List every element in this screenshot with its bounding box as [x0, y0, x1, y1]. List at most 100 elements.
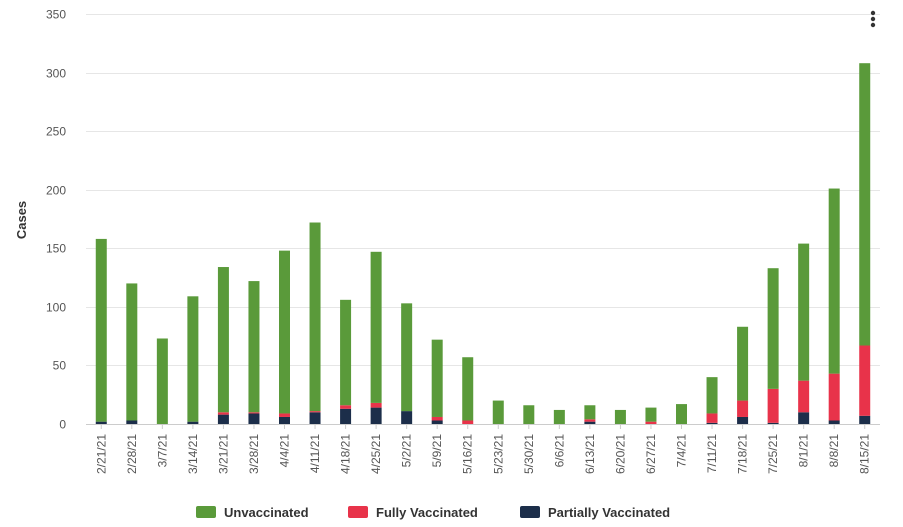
x-tick-label: 3/14/21: [186, 434, 200, 474]
bar-segment-fully-vaccinated[interactable]: [431, 416, 443, 421]
x-tick-label: 6/27/21: [644, 434, 658, 474]
y-axis-ticks: 0 50 100 150 200 250 300 350: [46, 8, 66, 432]
bar-segment-unvaccinated[interactable]: [492, 400, 504, 424]
chart-menu-button[interactable]: [865, 9, 881, 29]
bar-segment-partially-vaccinated[interactable]: [737, 416, 749, 424]
x-tick-label: 5/2/21: [400, 434, 414, 468]
legend-label: Partially Vaccinated: [548, 505, 670, 520]
x-tick-label: 6/20/21: [613, 434, 627, 474]
x-tick-label: 4/11/21: [308, 434, 322, 473]
bar-segment-fully-vaccinated[interactable]: [859, 345, 871, 416]
bar-segment-partially-vaccinated[interactable]: [279, 416, 290, 424]
legend-swatch: [520, 506, 540, 518]
bar-segment-fully-vaccinated[interactable]: [279, 413, 290, 417]
bar-segment-fully-vaccinated[interactable]: [584, 419, 596, 422]
bar-segment-fully-vaccinated[interactable]: [217, 412, 229, 415]
x-tick-label: 4/18/21: [339, 434, 353, 474]
bar-segment-fully-vaccinated[interactable]: [798, 380, 810, 413]
bar-segment-fully-vaccinated[interactable]: [706, 413, 718, 423]
x-tick-label: 6/13/21: [583, 434, 597, 474]
bar-segment-partially-vaccinated[interactable]: [309, 412, 321, 424]
bar-segment-unvaccinated[interactable]: [584, 405, 596, 420]
bar-segment-partially-vaccinated[interactable]: [217, 414, 229, 424]
bar-segment-unvaccinated[interactable]: [340, 299, 352, 406]
legend-swatch: [196, 506, 216, 518]
bar-segment-fully-vaccinated[interactable]: [340, 405, 352, 409]
x-tick-label: 8/1/21: [797, 434, 811, 468]
legend[interactable]: Unvaccinated Fully Vaccinated Partially Va…: [196, 505, 670, 520]
bar-segment-fully-vaccinated[interactable]: [462, 420, 474, 424]
y-tick-label: 150: [46, 242, 66, 256]
bar-segment-partially-vaccinated[interactable]: [401, 411, 413, 424]
bar-segment-unvaccinated[interactable]: [217, 267, 229, 413]
bar-segment-partially-vaccinated[interactable]: [95, 421, 107, 424]
legend-item-unvaccinated[interactable]: Unvaccinated: [196, 505, 309, 520]
legend-item-partially-vaccinated[interactable]: Partially Vaccinated: [520, 505, 670, 520]
bar-segment-partially-vaccinated[interactable]: [370, 407, 382, 424]
x-tick-label: 5/23/21: [491, 434, 505, 474]
legend-label: Fully Vaccinated: [376, 505, 478, 520]
bar-segment-unvaccinated[interactable]: [248, 281, 260, 413]
bar-segment-unvaccinated[interactable]: [859, 63, 871, 346]
bar-segment-fully-vaccinated[interactable]: [737, 400, 749, 417]
x-tick-label: 8/8/21: [827, 434, 841, 468]
bar-segment-unvaccinated[interactable]: [462, 357, 474, 421]
bar-segment-unvaccinated[interactable]: [767, 268, 779, 389]
x-tick-label: 2/28/21: [125, 434, 139, 474]
bar-segment-unvaccinated[interactable]: [156, 338, 168, 424]
y-tick-label: 200: [46, 184, 66, 198]
bar-segment-unvaccinated[interactable]: [737, 326, 749, 401]
bar-segment-unvaccinated[interactable]: [798, 243, 810, 381]
bar-segment-unvaccinated[interactable]: [676, 404, 687, 424]
bar-segment-fully-vaccinated[interactable]: [248, 412, 260, 414]
x-tick-label: 7/4/21: [675, 434, 689, 468]
bar-segment-partially-vaccinated[interactable]: [859, 415, 871, 424]
bar-segment-partially-vaccinated[interactable]: [187, 421, 199, 424]
x-axis-ticks: 2/21/21 2/28/21 3/7/21 3/14/21 3/21/21 3/28/2…: [94, 424, 872, 474]
x-tick-label: 5/16/21: [461, 434, 475, 474]
bar-segment-unvaccinated[interactable]: [828, 188, 840, 374]
bar-segment-fully-vaccinated[interactable]: [828, 373, 840, 421]
bar-segment-unvaccinated[interactable]: [553, 409, 565, 424]
y-tick-label: 350: [46, 8, 66, 22]
x-tick-label: 3/21/21: [216, 434, 230, 474]
bar-segment-unvaccinated[interactable]: [523, 405, 535, 424]
bar-segment-partially-vaccinated[interactable]: [126, 420, 138, 424]
kebab-menu-icon-dot-2: [870, 16, 876, 22]
bar-segment-partially-vaccinated[interactable]: [767, 422, 779, 424]
y-tick-label: 50: [53, 359, 67, 373]
x-tick-label: 4/25/21: [369, 434, 383, 474]
x-tick-label: 6/6/21: [552, 434, 566, 468]
legend-item-fully-vaccinated[interactable]: Fully Vaccinated: [348, 505, 478, 520]
bar-segment-unvaccinated[interactable]: [370, 251, 382, 403]
bar-segment-fully-vaccinated[interactable]: [309, 411, 321, 413]
bar-segment-unvaccinated[interactable]: [309, 222, 321, 412]
bar-segment-partially-vaccinated[interactable]: [584, 421, 596, 424]
bar-segment-unvaccinated[interactable]: [706, 377, 718, 414]
bar-segment-partially-vaccinated[interactable]: [798, 412, 810, 424]
bars: [95, 63, 871, 424]
bar-segment-unvaccinated[interactable]: [126, 283, 138, 421]
bar-segment-partially-vaccinated[interactable]: [340, 408, 352, 424]
bar-segment-fully-vaccinated[interactable]: [645, 421, 657, 424]
bar-segment-partially-vaccinated[interactable]: [706, 422, 718, 424]
y-axis-label: Cases: [14, 201, 29, 239]
bar-segment-partially-vaccinated[interactable]: [828, 420, 840, 424]
bar-segment-fully-vaccinated[interactable]: [370, 402, 382, 408]
bar-segment-unvaccinated[interactable]: [431, 339, 443, 417]
x-tick-label: 3/28/21: [247, 434, 261, 474]
bar-segment-partially-vaccinated[interactable]: [431, 420, 443, 424]
bar-segment-fully-vaccinated[interactable]: [767, 388, 779, 423]
bar-segment-partially-vaccinated[interactable]: [248, 413, 260, 424]
legend-label: Unvaccinated: [224, 505, 309, 520]
bar-segment-unvaccinated[interactable]: [187, 296, 199, 422]
bar-segment-unvaccinated[interactable]: [279, 250, 290, 414]
bar-segment-unvaccinated[interactable]: [614, 409, 626, 424]
legend-swatch: [348, 506, 368, 518]
bar-segment-unvaccinated[interactable]: [645, 407, 657, 422]
y-tick-label: 100: [46, 301, 66, 315]
bar-segment-unvaccinated[interactable]: [401, 303, 413, 412]
bar-segment-unvaccinated[interactable]: [95, 238, 107, 422]
